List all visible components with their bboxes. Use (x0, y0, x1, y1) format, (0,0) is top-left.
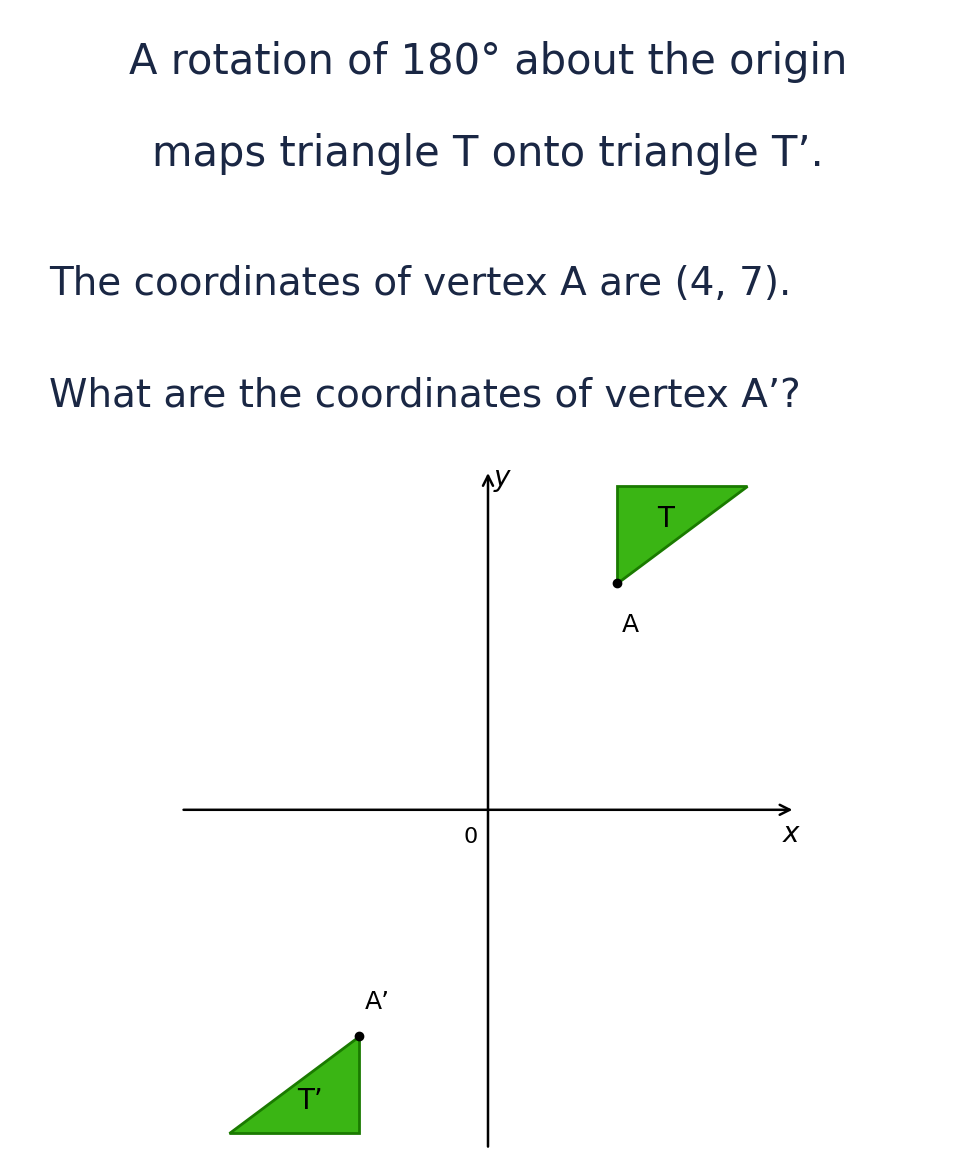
Polygon shape (229, 1036, 358, 1133)
Text: $x$: $x$ (783, 820, 801, 848)
Text: What are the coordinates of vertex A’?: What are the coordinates of vertex A’? (49, 377, 800, 414)
Text: A rotation of 180° about the origin: A rotation of 180° about the origin (129, 41, 847, 82)
Text: T: T (658, 505, 674, 533)
Text: A: A (623, 613, 639, 636)
Text: $y$: $y$ (493, 466, 512, 493)
Text: 0: 0 (463, 828, 477, 848)
Text: A’: A’ (365, 989, 390, 1014)
Polygon shape (618, 486, 747, 583)
Text: maps triangle T onto triangle T’.: maps triangle T onto triangle T’. (152, 134, 824, 175)
Text: T’: T’ (298, 1087, 323, 1115)
Text: The coordinates of vertex A are (4, 7).: The coordinates of vertex A are (4, 7). (49, 266, 792, 303)
